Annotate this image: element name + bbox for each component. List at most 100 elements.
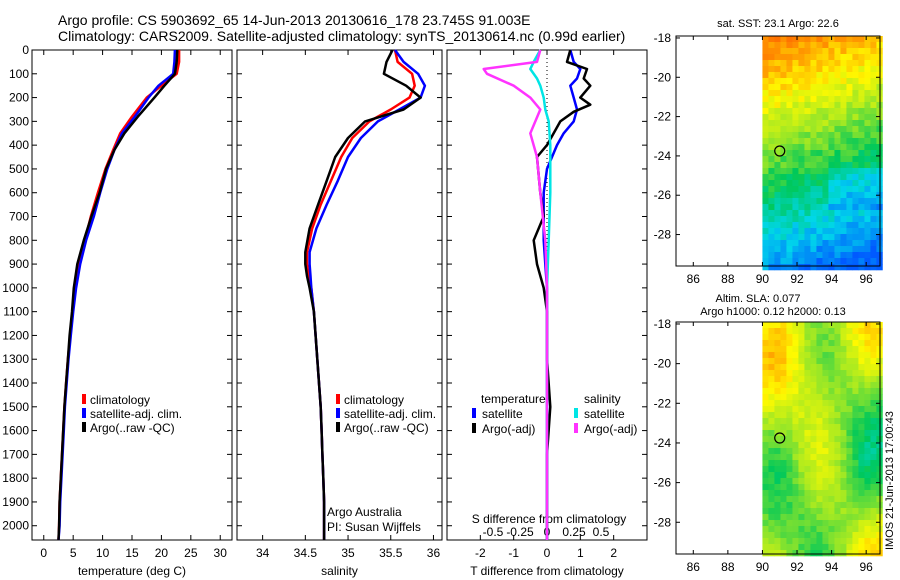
map-cell xyxy=(864,108,871,115)
map-cell xyxy=(822,204,829,211)
map-cell xyxy=(846,60,853,67)
map-cell xyxy=(774,400,781,407)
map-cell xyxy=(864,520,871,527)
map-cell xyxy=(834,234,841,241)
map-cell xyxy=(828,520,835,527)
map-cell xyxy=(846,496,853,503)
map-cell xyxy=(840,478,847,485)
map-cell xyxy=(852,430,859,437)
map-cell xyxy=(846,258,853,265)
map-cell xyxy=(834,240,841,247)
map-cell xyxy=(858,418,865,425)
map-cell xyxy=(798,448,805,455)
map-cell xyxy=(870,138,877,145)
map-cell xyxy=(828,364,835,371)
map-cell xyxy=(792,240,799,247)
map-cell xyxy=(846,198,853,205)
map-cell xyxy=(852,352,859,359)
map-cell xyxy=(870,48,877,55)
map-cell xyxy=(798,544,805,551)
map-cell xyxy=(840,234,847,241)
map-cell xyxy=(774,84,781,91)
map-cell xyxy=(870,520,877,527)
map-cell xyxy=(828,108,835,115)
map-cell xyxy=(774,520,781,527)
map-cell xyxy=(852,114,859,121)
y-tick-label: 300 xyxy=(9,114,29,128)
y-tick-label: 1200 xyxy=(2,328,29,342)
map-cell xyxy=(834,252,841,259)
map-cell xyxy=(864,90,871,97)
map-cell xyxy=(864,406,871,413)
map-cell xyxy=(870,442,877,449)
map-cell xyxy=(852,508,859,515)
map-cell xyxy=(852,126,859,133)
map-cell xyxy=(762,66,769,73)
map-cell xyxy=(762,126,769,133)
map-cell xyxy=(804,156,811,163)
map-cell xyxy=(804,448,811,455)
map-cell xyxy=(870,550,877,557)
map-cell xyxy=(822,400,829,407)
map-cell xyxy=(834,108,841,115)
map-cell xyxy=(774,382,781,389)
map-cell xyxy=(834,340,841,347)
map-cell xyxy=(810,490,817,497)
map-cell xyxy=(804,102,811,109)
map-cell xyxy=(798,406,805,413)
map-cell xyxy=(846,550,853,557)
map-cell xyxy=(852,358,859,365)
map-cell xyxy=(870,352,877,359)
map-cell xyxy=(834,198,841,205)
map-cell xyxy=(810,120,817,127)
map-cell xyxy=(816,538,823,545)
map-cell xyxy=(768,102,775,109)
map-cell xyxy=(822,328,829,335)
map-cell xyxy=(786,240,793,247)
map-cell xyxy=(768,228,775,235)
map-cell xyxy=(804,168,811,175)
map-cell xyxy=(774,478,781,485)
map-cell xyxy=(846,406,853,413)
map-cell xyxy=(822,532,829,539)
map-cell xyxy=(870,174,877,181)
map-cell xyxy=(834,370,841,377)
map-cell xyxy=(810,370,817,377)
map-cell xyxy=(780,234,787,241)
map-cell xyxy=(804,388,811,395)
map-cell xyxy=(840,472,847,479)
map-cell xyxy=(768,352,775,359)
map-cell xyxy=(822,460,829,467)
map-cell xyxy=(792,442,799,449)
map-cell xyxy=(822,234,829,241)
y-tick-label: 1000 xyxy=(2,281,29,295)
map-cell xyxy=(870,234,877,241)
map-cell xyxy=(858,216,865,223)
map-cell xyxy=(852,168,859,175)
map-cell xyxy=(798,466,805,473)
map-cell xyxy=(822,352,829,359)
map-cell xyxy=(774,156,781,163)
map-cell xyxy=(804,550,811,557)
map-cell xyxy=(810,478,817,485)
map-cell xyxy=(834,96,841,103)
map-cell xyxy=(852,96,859,103)
map-cell xyxy=(810,228,817,235)
map-cell xyxy=(780,66,787,73)
map-cell xyxy=(876,264,883,271)
map-cell xyxy=(870,436,877,443)
map-cell xyxy=(870,418,877,425)
map-cell xyxy=(762,436,769,443)
map-cell xyxy=(762,442,769,449)
map-cell xyxy=(858,394,865,401)
map-cell xyxy=(858,448,865,455)
map-cell xyxy=(780,376,787,383)
map-cell xyxy=(834,60,841,67)
map-cell xyxy=(780,346,787,353)
map-cell xyxy=(846,54,853,61)
map-cell xyxy=(768,376,775,383)
map-cell xyxy=(816,340,823,347)
map-cell xyxy=(816,514,823,521)
map-cell xyxy=(762,322,769,329)
